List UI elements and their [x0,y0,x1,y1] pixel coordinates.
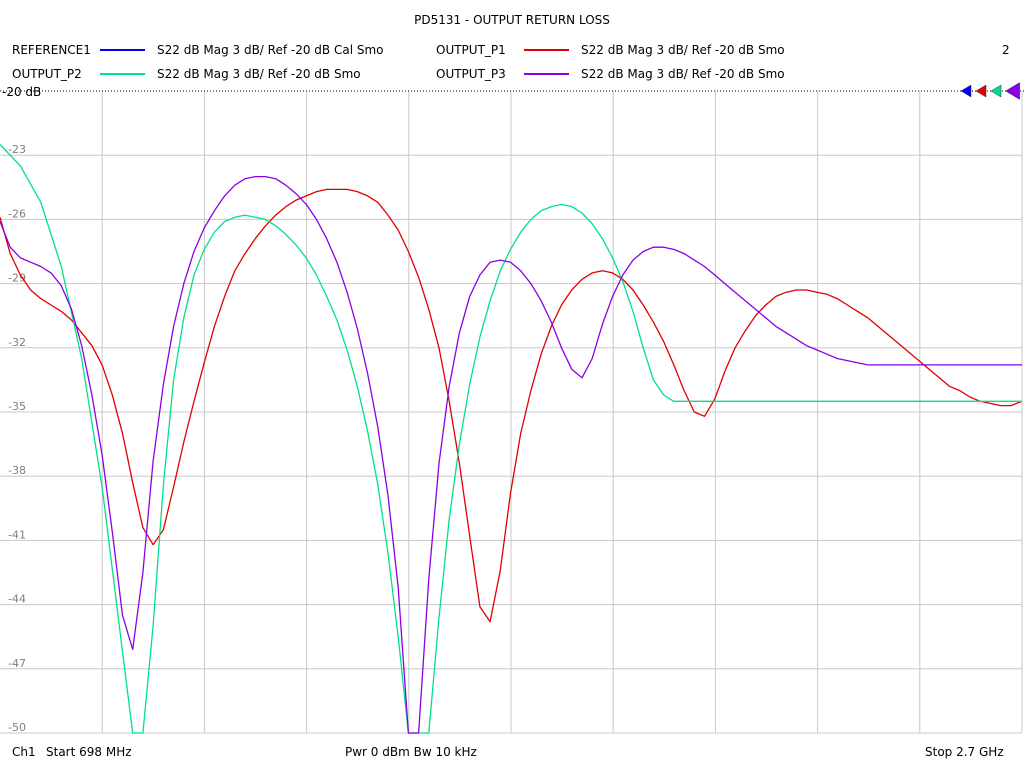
legend-item-output-p1: OUTPUT_P1 S22 dB Mag 3 dB/ Ref -20 dB Sm… [436,42,846,58]
legend-name: OUTPUT_P1 [436,43,506,57]
legend-name: REFERENCE1 [12,43,91,57]
legend-name: OUTPUT_P2 [12,67,82,81]
legend-name: OUTPUT_P3 [436,67,506,81]
y-tick-label: -32 [8,336,26,349]
reference-marker-icon [990,84,1002,98]
y-tick-labels: -23 -26 -29 -32 -35 -38 -41 -44 -47 -50 [8,143,26,734]
reference-marker-icon [960,84,972,98]
legend-desc: S22 dB Mag 3 dB/ Ref -20 dB Smo [581,67,785,81]
reference-marker-icon [975,84,987,98]
y-tick-label: -23 [8,143,26,156]
reference-markers [960,82,1020,100]
page-number: 2 [1002,43,1010,57]
y-tick-label: -26 [8,207,26,220]
footer-stop: Stop 2.7 GHz [925,745,1004,759]
footer-start: Start 698 MHz [46,745,132,759]
series-group [0,144,1023,734]
legend-swatch [100,73,145,75]
y-tick-label: -41 [8,528,26,541]
footer-channel: Ch1 [12,745,36,759]
series-line-output-p1 [0,188,1023,623]
legend-item-output-p2: OUTPUT_P2 S22 dB Mag 3 dB/ Ref -20 dB Sm… [12,66,422,82]
reference-label: -20 dB [2,85,41,99]
y-tick-label: -44 [8,593,26,606]
legend-item-output-p3: OUTPUT_P3 S22 dB Mag 3 dB/ Ref -20 dB Sm… [436,66,846,82]
legend-desc: S22 dB Mag 3 dB/ Ref -20 dB Cal Smo [157,43,384,57]
series-line-output-p2 [0,144,1022,734]
y-tick-label: -38 [8,464,26,477]
reference-marker-icon [1005,82,1020,100]
legend-desc: S22 dB Mag 3 dB/ Ref -20 dB Smo [157,67,361,81]
legend-item-reference1: REFERENCE1 S22 dB Mag 3 dB/ Ref -20 dB C… [12,42,422,58]
y-tick-label: -47 [8,657,26,670]
footer-power-bandwidth: Pwr 0 dBm Bw 10 kHz [345,745,477,759]
legend-swatch [524,73,569,75]
y-tick-label: -35 [8,400,26,413]
grid-lines [0,91,1023,734]
legend-desc: S22 dB Mag 3 dB/ Ref -20 dB Smo [581,43,785,57]
y-tick-label: -50 [8,721,26,734]
chart-title: PD5131 - OUTPUT RETURN LOSS [414,13,610,27]
legend-swatch [524,49,569,51]
y-tick-label: -29 [8,272,26,285]
series-line-output-p3 [0,175,1022,734]
legend-swatch [100,49,145,51]
